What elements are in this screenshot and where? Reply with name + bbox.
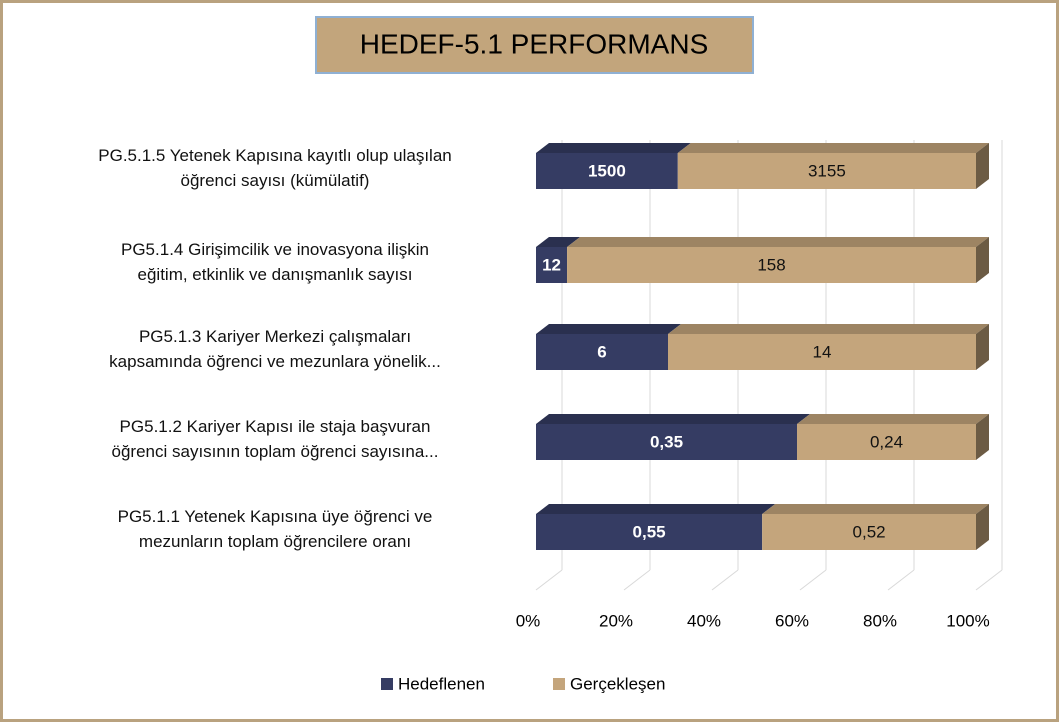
bar xyxy=(536,247,568,283)
grid-floor-line xyxy=(887,569,915,591)
title-box xyxy=(315,16,754,74)
data-label: 0,24 xyxy=(870,432,903,451)
data-label: 3155 xyxy=(808,161,846,180)
x-tick-label: 60% xyxy=(775,611,809,630)
data-label: 14 xyxy=(813,342,832,361)
category-label: PG5.1.3 Kariyer Merkezi çalışmaları kaps… xyxy=(109,327,441,371)
grid-floor-line xyxy=(535,569,563,591)
bar-top xyxy=(797,414,989,424)
chart-title: HEDEF-5.1 PERFORMANS xyxy=(360,28,709,59)
bar xyxy=(567,247,976,283)
grid-floor-line xyxy=(799,569,827,591)
bar-top xyxy=(677,143,989,153)
bar xyxy=(536,424,798,460)
data-label: 6 xyxy=(597,342,606,361)
grid-floor-line xyxy=(623,569,651,591)
grid-floor-line xyxy=(975,569,1003,591)
data-label: 0,55 xyxy=(633,522,666,541)
x-tick-label: 0% xyxy=(516,611,541,630)
bar xyxy=(677,153,976,189)
category-label: PG5.1.1 Yetenek Kapısına üye öğrenci ve … xyxy=(117,507,433,551)
bar xyxy=(536,514,763,550)
bar-top xyxy=(536,414,811,424)
x-tick-label: 40% xyxy=(687,611,721,630)
category-label: PG5.1.2 Kariyer Kapısı ile staja başvura… xyxy=(111,417,439,461)
category-label: PG.5.1.5 Yetenek Kapısına kayıtlı olup u… xyxy=(98,146,452,190)
data-label: 0,52 xyxy=(853,522,886,541)
bar xyxy=(536,153,678,189)
legend-swatch xyxy=(381,678,393,690)
bar-side xyxy=(976,237,989,283)
category-label: PG5.1.4 Girişimcilik ve inovasyona ilişk… xyxy=(121,240,429,284)
legend-swatch xyxy=(553,678,565,690)
bar-top xyxy=(536,143,691,153)
bar-side xyxy=(976,504,989,550)
legend-label: Gerçekleşen xyxy=(570,674,665,693)
bar-top xyxy=(536,237,581,247)
x-tick-label: 20% xyxy=(599,611,633,630)
bar-top xyxy=(762,504,989,514)
data-label: 1500 xyxy=(588,161,626,180)
bar-top xyxy=(536,324,681,334)
data-label: 0,35 xyxy=(650,432,683,451)
x-tick-label: 100% xyxy=(946,611,989,630)
data-label: 12 xyxy=(542,255,561,274)
bar-top xyxy=(668,324,989,334)
bar-top xyxy=(536,504,776,514)
bar xyxy=(536,334,668,370)
x-tick-label: 80% xyxy=(863,611,897,630)
bar-side xyxy=(976,143,989,189)
bar xyxy=(797,424,976,460)
data-label: 158 xyxy=(757,255,785,274)
bar xyxy=(762,514,976,550)
bar-side xyxy=(976,414,989,460)
grid-floor-line xyxy=(711,569,739,591)
bar-side xyxy=(976,324,989,370)
legend-label: Hedeflenen xyxy=(398,674,485,693)
bar xyxy=(668,334,976,370)
bar-top xyxy=(567,237,989,247)
